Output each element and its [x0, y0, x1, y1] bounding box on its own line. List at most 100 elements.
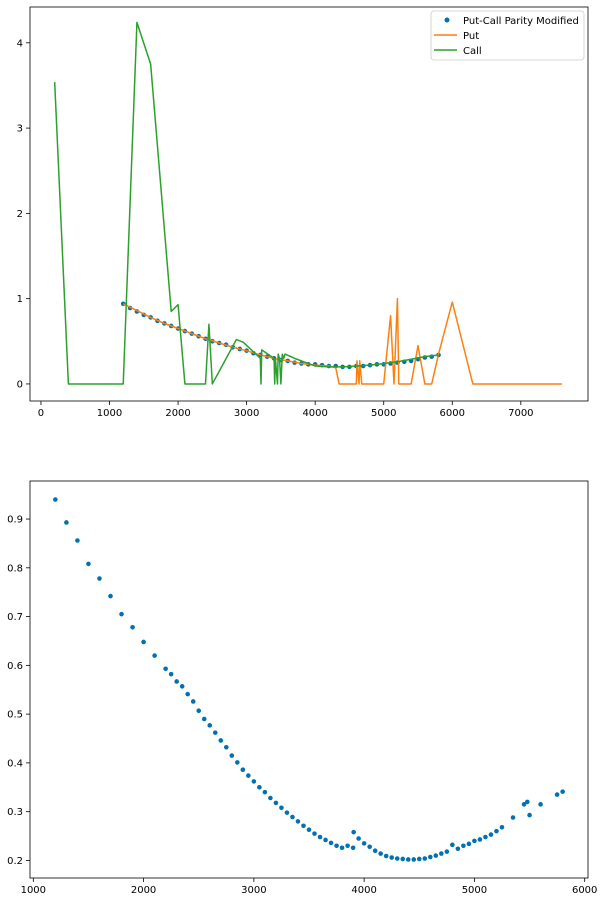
- bottom-chart-data-point: [152, 653, 157, 658]
- bottom-chart-y-tick-label: 0.8: [7, 563, 23, 574]
- bottom-chart-data-point: [86, 561, 91, 567]
- bottom-chart-data-point: [240, 767, 246, 773]
- bottom-chart-data-point: [477, 837, 483, 842]
- bottom-chart-x-tick-label: 4000: [351, 885, 376, 896]
- bottom-chart-data-point: [372, 848, 378, 853]
- bottom-chart-data-point: [64, 520, 69, 525]
- bottom-chart-data-point: [212, 730, 218, 735]
- bottom-chart-data-point: [163, 666, 168, 672]
- bottom-chart-data-point: [538, 802, 543, 807]
- bottom-chart-data-point: [416, 856, 422, 862]
- bottom-chart-data-point: [251, 779, 257, 784]
- bottom-chart-data-point: [560, 789, 565, 794]
- bottom-chart-data-point: [290, 814, 295, 820]
- bottom-chart-data-point: [450, 842, 455, 848]
- bottom-chart-data-point: [389, 855, 395, 860]
- bottom-chart-y-tick-label: 0.9: [7, 515, 23, 526]
- bottom-chart-data-point: [367, 844, 372, 850]
- top-chart-plot-area: [53, 21, 562, 385]
- bottom-chart-data-point: [455, 846, 461, 852]
- bottom-chart-data-point: [494, 828, 499, 834]
- bottom-chart-data-point: [525, 799, 530, 805]
- bottom-chart-data-point: [201, 716, 207, 722]
- bottom-chart-x-tick-label: 2000: [131, 885, 156, 896]
- top-chart-x-tick-label: 1000: [97, 408, 122, 419]
- bottom-chart-data-point: [196, 708, 202, 714]
- bottom-chart-x-tick-label: 3000: [241, 885, 266, 896]
- bottom-chart-data-point: [168, 671, 174, 677]
- bottom-chart-data-point: [257, 784, 262, 790]
- top-chart-y-tick-label: 3: [17, 124, 23, 135]
- top-chart-frame: [29, 6, 589, 402]
- bottom-chart-data-point: [141, 639, 146, 645]
- top-chart-call-line: [53, 21, 439, 385]
- bottom-chart-data-point: [483, 834, 488, 840]
- top-chart-x-tick-label: 3000: [234, 408, 259, 419]
- bottom-chart-data-point: [306, 827, 312, 833]
- bottom-chart-frame: [29, 480, 589, 879]
- bottom-chart-data-point: [229, 753, 235, 758]
- bottom-chart-data-point: [262, 789, 268, 795]
- bottom-chart-y-tick-label: 0.2: [7, 856, 23, 867]
- bottom-chart-data-point: [361, 841, 367, 846]
- bottom-chart-data-point: [130, 625, 135, 630]
- bottom-chart-data-point: [554, 792, 560, 797]
- bottom-chart-data-point: [179, 684, 185, 689]
- bottom-chart-data-point: [190, 699, 196, 704]
- bottom-chart-x-tick-label: 6000: [572, 885, 597, 896]
- top-chart-y-tick-label: 0: [17, 379, 23, 390]
- bottom-chart-data-point: [268, 795, 273, 801]
- bottom-chart-data-point: [521, 802, 527, 807]
- top-chart-x-tick-label: 6000: [440, 408, 465, 419]
- bottom-chart-axes: 1000 2000 3000 4000 5000 6000 0.2 0.3 0.4 0.5 0.6 0…: [7, 515, 597, 896]
- top-chart-axes: 0 1000 2000 3000 4000 5000 6000 7000 0 1 2 3 4: [17, 38, 534, 419]
- bottom-chart-data-point: [174, 679, 179, 684]
- bottom-chart-y-tick-label: 0.3: [7, 807, 23, 818]
- top-chart-x-tick-label: 5000: [371, 408, 396, 419]
- top-chart-put-line: [122, 297, 562, 385]
- top-chart-x-tick-label: 0: [38, 408, 44, 419]
- top-chart-x-tick-label: 2000: [165, 408, 190, 419]
- bottom-chart-data-point: [439, 851, 444, 856]
- bottom-chart-data-point: [499, 824, 505, 830]
- bottom-chart-data-point: [356, 836, 361, 841]
- bottom-chart-series-points: [53, 497, 565, 862]
- bottom-chart-data-point: [108, 593, 113, 599]
- bottom-chart-data-point: [207, 723, 213, 728]
- bottom-chart-y-tick-label: 0.5: [7, 710, 23, 721]
- top-chart-y-tick-label: 2: [17, 209, 23, 220]
- bottom-chart-plot-area: [53, 497, 565, 862]
- top-chart-y-tick-label: 1: [17, 294, 23, 305]
- bottom-chart-data-point: [527, 812, 532, 818]
- legend: Put-Call Parity Modified Put Call: [430, 10, 585, 61]
- bottom-chart-data-point: [119, 611, 124, 617]
- top-chart: 0 1000 2000 3000 4000 5000 6000 7000 0 1 2 3 4 Put-C…: [17, 6, 589, 419]
- bottom-chart-data-point: [312, 831, 317, 836]
- bottom-chart-data-point: [317, 834, 323, 840]
- bottom-chart-data-point: [472, 838, 477, 844]
- bottom-chart: 1000 2000 3000 4000 5000 6000 0.2 0.3 0.4 0.5 0.6 0…: [7, 480, 597, 896]
- bottom-chart-data-point: [345, 843, 350, 849]
- top-chart-y-tick-label: 4: [17, 38, 23, 49]
- bottom-chart-data-point: [246, 773, 251, 778]
- bottom-chart-data-point: [284, 810, 290, 815]
- bottom-chart-data-point: [334, 843, 339, 849]
- bottom-chart-data-point: [400, 856, 406, 862]
- bottom-chart-x-tick-label: 5000: [462, 885, 487, 896]
- bottom-chart-data-point: [351, 829, 356, 835]
- bottom-chart-data-point: [422, 856, 428, 861]
- bottom-chart-x-tick-label: 1000: [21, 885, 46, 896]
- bottom-chart-data-point: [394, 856, 400, 861]
- bottom-chart-data-point: [350, 845, 356, 851]
- bottom-chart-data-point: [323, 837, 328, 843]
- bottom-chart-data-point: [235, 760, 240, 765]
- legend-box: [430, 10, 585, 61]
- bottom-chart-data-point: [279, 805, 284, 811]
- bottom-chart-data-point: [461, 843, 466, 849]
- bottom-chart-data-point: [97, 576, 102, 581]
- bottom-chart-y-tick-label: 0.6: [7, 661, 23, 672]
- bottom-chart-data-point: [301, 823, 306, 829]
- legend-label-call: Call: [463, 46, 482, 57]
